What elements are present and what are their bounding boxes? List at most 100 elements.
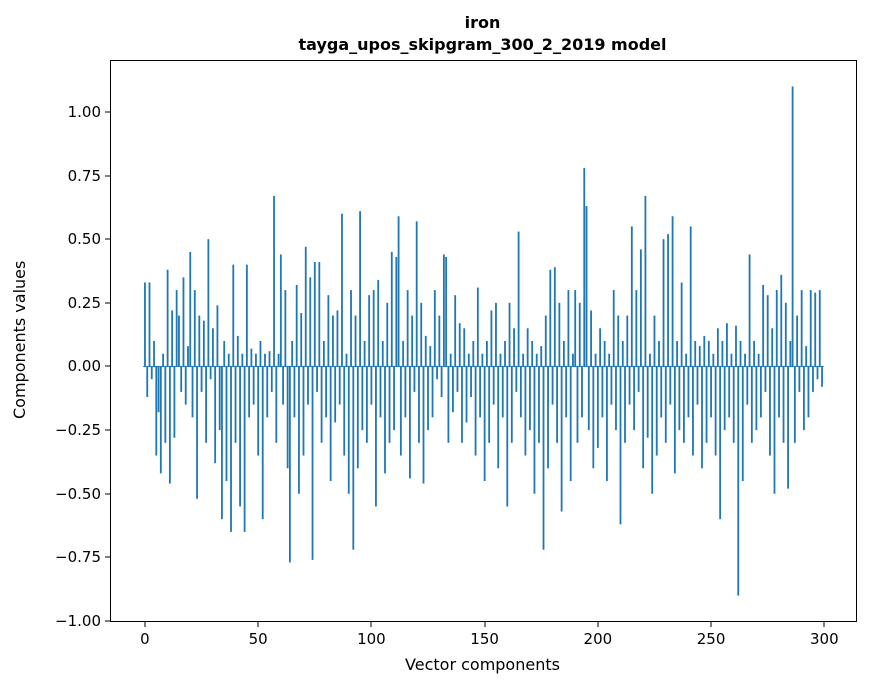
bar bbox=[497, 366, 500, 469]
bar bbox=[164, 366, 167, 443]
bar bbox=[524, 366, 527, 456]
y-tick-mark bbox=[105, 302, 110, 304]
bar bbox=[483, 366, 486, 481]
bar bbox=[422, 366, 425, 484]
bar bbox=[159, 366, 162, 474]
bar bbox=[436, 366, 438, 380]
bar bbox=[211, 328, 214, 367]
bar bbox=[791, 86, 794, 367]
bar bbox=[778, 366, 780, 418]
bar bbox=[689, 226, 692, 367]
y-tick-label: 0.75 bbox=[67, 166, 101, 185]
bar bbox=[168, 366, 171, 484]
y-tick-mark bbox=[105, 620, 110, 622]
bar bbox=[307, 366, 309, 405]
bar bbox=[298, 366, 300, 494]
bar bbox=[334, 366, 337, 423]
bar bbox=[350, 290, 352, 367]
y-tick-label: −0.50 bbox=[55, 484, 101, 503]
bar bbox=[479, 366, 482, 418]
bar bbox=[748, 254, 751, 367]
bar bbox=[678, 366, 681, 431]
x-axis-label: Vector components bbox=[405, 655, 560, 674]
bar bbox=[329, 366, 332, 481]
x-tick-label: 50 bbox=[248, 630, 268, 648]
bar bbox=[209, 366, 212, 380]
bar bbox=[282, 366, 284, 405]
bar bbox=[474, 366, 477, 456]
bar bbox=[465, 366, 468, 423]
bar bbox=[630, 226, 633, 367]
y-tick-label: 0.00 bbox=[67, 357, 101, 376]
bar bbox=[803, 366, 805, 431]
bar bbox=[701, 366, 703, 469]
bar bbox=[513, 328, 515, 367]
bar bbox=[481, 353, 484, 367]
bar bbox=[144, 282, 146, 367]
bar bbox=[705, 366, 708, 443]
bar bbox=[746, 366, 749, 405]
bar bbox=[361, 366, 364, 431]
bar bbox=[336, 310, 339, 367]
bar bbox=[311, 366, 314, 560]
bars-svg bbox=[143, 86, 824, 596]
bar bbox=[671, 216, 674, 367]
bar bbox=[343, 366, 346, 456]
bar bbox=[230, 366, 232, 532]
bar bbox=[370, 366, 373, 405]
bar bbox=[599, 328, 602, 367]
bar bbox=[411, 315, 414, 367]
bar bbox=[601, 366, 604, 418]
bar bbox=[780, 274, 783, 367]
bar bbox=[712, 353, 715, 367]
bar bbox=[476, 287, 479, 367]
bar bbox=[257, 366, 260, 456]
bar bbox=[196, 366, 198, 499]
bar bbox=[529, 366, 531, 431]
chart-title-line1: iron bbox=[464, 13, 501, 32]
bar bbox=[612, 290, 615, 367]
bar bbox=[182, 277, 185, 367]
bar bbox=[619, 366, 622, 525]
bar bbox=[542, 366, 545, 550]
bar bbox=[223, 341, 226, 367]
bar bbox=[438, 315, 441, 367]
bar bbox=[635, 290, 638, 367]
bar bbox=[642, 366, 645, 469]
bar bbox=[300, 313, 303, 367]
bar bbox=[266, 366, 269, 418]
bar bbox=[581, 366, 583, 418]
x-tick-mark bbox=[597, 622, 599, 627]
bar bbox=[714, 366, 717, 456]
bar bbox=[178, 315, 180, 367]
bar bbox=[456, 366, 459, 392]
bar bbox=[569, 366, 572, 481]
bar bbox=[696, 366, 699, 405]
bar bbox=[173, 366, 176, 438]
bar bbox=[429, 346, 432, 367]
bar bbox=[726, 323, 728, 367]
bar bbox=[318, 262, 321, 367]
y-axis-label: Components values bbox=[10, 260, 29, 420]
bar bbox=[397, 216, 400, 367]
bar bbox=[735, 325, 737, 367]
zero-baseline bbox=[143, 365, 824, 367]
bar bbox=[293, 366, 296, 418]
bar bbox=[402, 341, 405, 367]
y-tick-mark bbox=[105, 493, 110, 495]
bar bbox=[567, 290, 570, 367]
chart-title-line2: tayga_upos_skipgram_300_2_2019 model bbox=[298, 34, 667, 54]
y-tick-mark bbox=[105, 429, 110, 431]
bar bbox=[531, 341, 534, 367]
bar bbox=[413, 366, 416, 392]
bar bbox=[533, 366, 536, 494]
bar bbox=[409, 366, 411, 479]
bar bbox=[288, 366, 291, 563]
bar bbox=[309, 277, 312, 367]
bar bbox=[789, 341, 792, 367]
plot-area: −1.00 −0.75 −0.50 −0.25 0.00 0.25 0.50 0.75 1.00… bbox=[55, 60, 857, 648]
bar bbox=[386, 302, 389, 367]
bar bbox=[193, 290, 196, 367]
bar bbox=[793, 366, 796, 443]
bar bbox=[388, 366, 391, 443]
